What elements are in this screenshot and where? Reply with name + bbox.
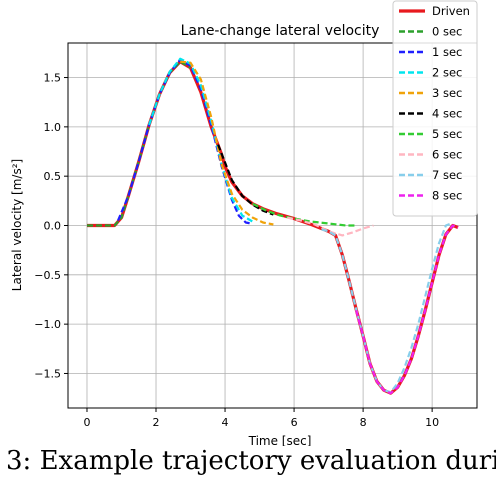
x-tick-label: 2: [153, 416, 160, 429]
series-line-3: [148, 57, 254, 223]
legend-entry-label: 5 sec: [432, 127, 462, 141]
series-line-2: [116, 58, 252, 225]
y-tick-label: −0.5: [34, 269, 61, 282]
legend-entry-label: 1 sec: [432, 45, 462, 59]
legend-entry-label: 8 sec: [432, 189, 462, 203]
legend-box: [392, 0, 478, 217]
y-tick-label: 1.5: [44, 72, 62, 85]
series-line-6: [252, 202, 357, 227]
legend-entry-label: Driven: [432, 4, 470, 18]
x-tick-label: 4: [222, 416, 229, 429]
x-tick-label: 6: [291, 416, 298, 429]
y-tick-label: 1.0: [44, 121, 62, 134]
y-tick-label: 0.0: [44, 220, 62, 233]
y-tick-label: −1.0: [34, 318, 61, 331]
axis-ticks: 0 2 4 6 8 10 −1.5 −1.0 −0.5 0.0 0.5 1.0 1.5: [34, 72, 439, 429]
series-lines: [87, 57, 459, 395]
chart-title: Lane-change lateral velocity: [181, 23, 380, 39]
y-axis-title: Lateral velocity [m/s²]: [10, 159, 24, 291]
x-tick-label: 0: [83, 416, 90, 429]
series-line-9: [355, 224, 459, 395]
legend-entry-label: 6 sec: [432, 148, 462, 162]
figure-caption: 3: Example trajectory evaluation during …: [6, 446, 496, 476]
legend-entry-label: 7 sec: [432, 168, 462, 182]
legend-entry-label: 2 sec: [432, 66, 462, 80]
y-tick-label: −1.5: [34, 367, 61, 380]
series-line-5: [217, 144, 274, 216]
x-tick-label: 10: [425, 416, 439, 429]
x-tick-label: 8: [360, 416, 367, 429]
series-line-4: [180, 60, 274, 226]
series-line-1: [87, 60, 192, 227]
series-line-8: [321, 222, 452, 394]
lateral-velocity-chart: 0 2 4 6 8 10 −1.5 −1.0 −0.5 0.0 0.5 1.0 1.5 Lane-cha…: [10, 0, 478, 446]
legend-entry-label: 3 sec: [432, 86, 462, 100]
legend-entry-label: 0 sec: [432, 25, 462, 39]
x-axis-title: Time [sec]: [248, 434, 312, 446]
legend: Driven 0 sec 1 sec 2 sec 3 sec 4 sec 5 sec 6 se…: [392, 0, 478, 217]
y-tick-label: 0.5: [44, 170, 62, 183]
legend-entry-label: 4 sec: [432, 107, 462, 121]
